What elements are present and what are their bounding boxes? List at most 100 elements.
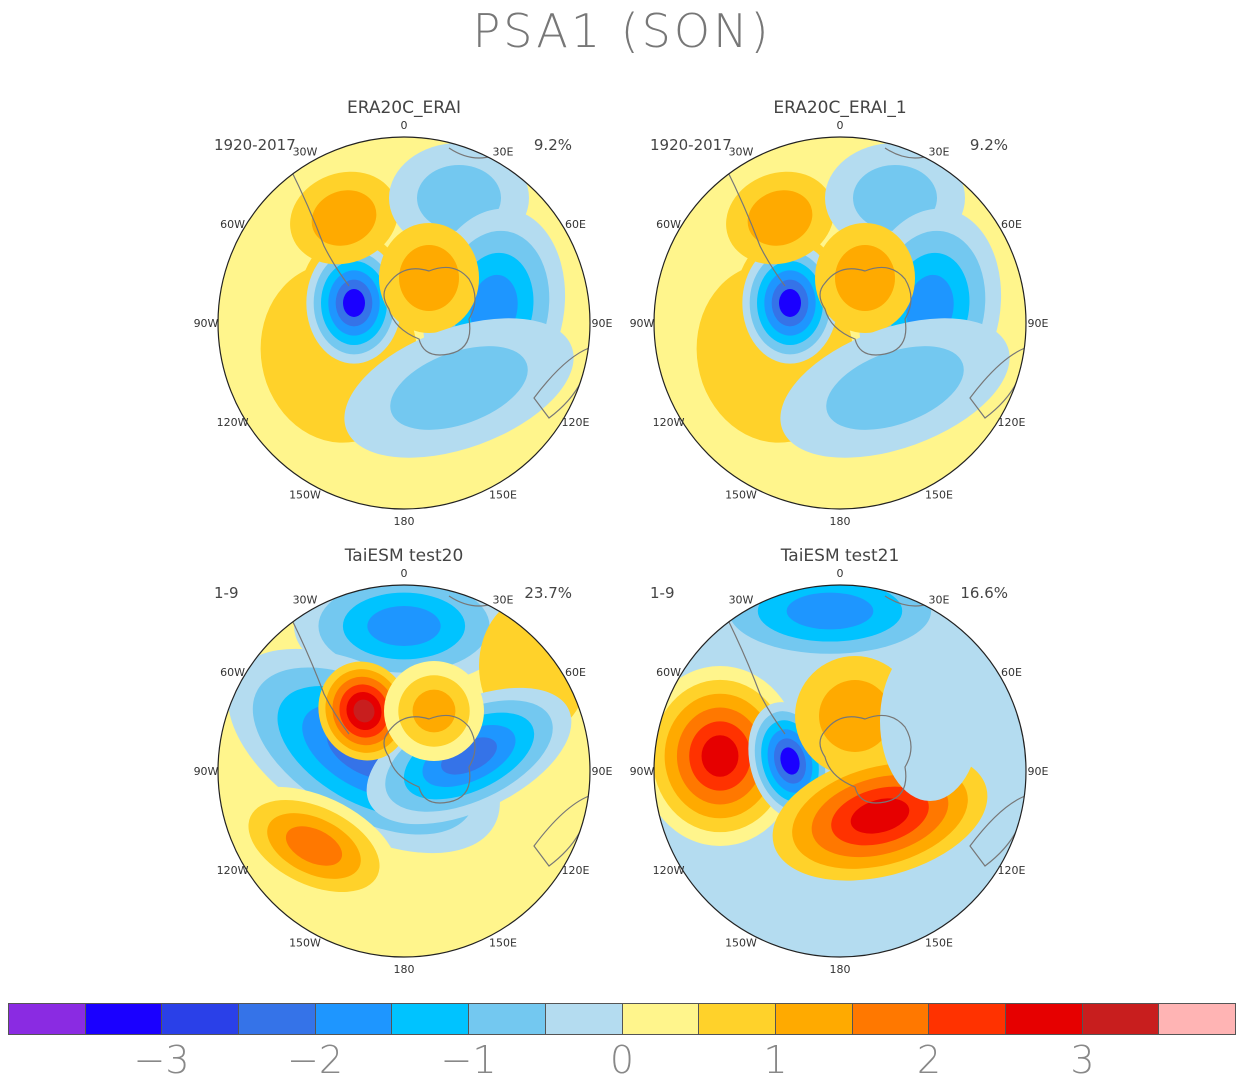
panel-era20c-erai-1: ERA20C_ERAI_1 1920-2017 9.2% 0 30E 60E 90E 1… — [630, 98, 1049, 528]
lon-label-e150: 150E — [489, 488, 517, 501]
lon-label-w60: 60W — [656, 218, 681, 231]
lon-label-e60: 60E — [1001, 666, 1022, 679]
map-boundary — [653, 136, 1027, 510]
lon-label-w30: 30W — [729, 594, 754, 607]
polar-map: 0 30E 60E 90E 120E 150E 180 150W 120W 90W 60W 30W — [630, 119, 1049, 528]
contour-band — [701, 735, 739, 777]
lon-label-w60: 60W — [220, 218, 245, 231]
colorbar-swatch — [775, 1004, 853, 1034]
lon-label-e60: 60E — [1001, 218, 1022, 231]
colorbar-swatch — [9, 1004, 86, 1034]
contour-field — [218, 137, 590, 509]
colorbar-swatch — [239, 1004, 316, 1034]
colorbar-swatch — [1159, 1004, 1235, 1034]
year-range: 1920-2017 — [214, 136, 296, 154]
lon-label-w150: 150W — [289, 936, 321, 949]
coastline-antarctica — [819, 714, 912, 804]
lon-label-w120: 120W — [653, 864, 685, 877]
contour-field — [654, 137, 1026, 509]
lon-label-w120: 120W — [653, 416, 685, 429]
contour-band — [779, 289, 801, 317]
contour-band — [835, 245, 895, 311]
contour-band — [399, 245, 459, 311]
lon-label-e60: 60E — [565, 218, 586, 231]
lon-label-e150: 150E — [925, 936, 953, 949]
colorbar-swatch — [315, 1004, 393, 1034]
contour-field — [218, 585, 590, 957]
contour-band — [311, 190, 377, 246]
colorbar-tick: −3 — [133, 1038, 190, 1082]
contour-band — [353, 699, 375, 723]
year-range: 1-9 — [650, 584, 675, 602]
colorbar-tick: 2 — [916, 1038, 942, 1082]
colorbar-tick: 3 — [1070, 1038, 1095, 1082]
lon-label-w60: 60W — [656, 666, 681, 679]
explained-variance: 23.7% — [524, 584, 572, 602]
map-boundary — [217, 584, 591, 958]
colorbar-swatch — [852, 1004, 930, 1034]
lon-label-w150: 150W — [289, 488, 321, 501]
lon-label-e60: 60E — [565, 666, 586, 679]
lon-label-n: 0 — [401, 119, 408, 132]
panel-title: ERA20C_ERAI — [346, 98, 461, 118]
main-title: PSA1 (SON) — [472, 4, 772, 58]
explained-variance: 16.6% — [960, 584, 1008, 602]
panel-era20c-erai: ERA20C_ERAI 1920-2017 9.2% 0 30E 60E 90E 120… — [194, 98, 613, 528]
contour-band — [826, 346, 964, 430]
coastline-antarctica — [383, 266, 476, 356]
lon-label-e150: 150E — [489, 936, 517, 949]
lon-label-e30: 30E — [493, 594, 514, 607]
lon-label-e90: 90E — [1028, 317, 1049, 330]
coastline-south-america — [724, 613, 786, 735]
lon-label-e150: 150E — [925, 488, 953, 501]
lon-label-w150: 150W — [725, 488, 757, 501]
contour-band — [367, 606, 441, 646]
colorbar-swatch — [392, 1004, 470, 1034]
lon-label-e120: 120E — [997, 416, 1025, 429]
colorbar-swatch — [469, 1004, 546, 1034]
colorbar-tick: 0 — [609, 1038, 635, 1082]
contour-band — [850, 798, 910, 834]
lon-label-w90: 90W — [194, 317, 219, 330]
map-boundary — [653, 584, 1027, 958]
coastline-south-america — [288, 613, 350, 735]
contour-field — [654, 585, 1026, 957]
coastline-antarctica — [819, 266, 912, 356]
lon-label-e30: 30E — [929, 594, 950, 607]
contour-band — [819, 680, 891, 752]
colorbar-swatch — [545, 1004, 623, 1034]
lon-label-w90: 90W — [630, 765, 655, 778]
colorbar-swatch — [929, 1004, 1006, 1034]
lon-label-w150: 150W — [725, 936, 757, 949]
contour-band — [343, 289, 365, 317]
colorbar-tick: 1 — [763, 1038, 788, 1082]
lon-label-w90: 90W — [194, 765, 219, 778]
lon-label-n: 0 — [401, 567, 408, 580]
colorbar-swatch — [85, 1004, 163, 1034]
colorbar-swatch — [1082, 1004, 1160, 1034]
coastline-south-america — [724, 165, 786, 287]
contour-band — [747, 190, 813, 246]
lon-label-w30: 30W — [729, 146, 754, 159]
panel-taiesm-test21: TaiESM test21 1-9 16.6% 0 30E 60E 90E 120E 15… — [630, 546, 1049, 976]
colorbar-swatch — [622, 1004, 700, 1034]
polar-map: 0 30E 60E 90E 120E 150E 180 150W 120W 90W 60W 30W — [194, 119, 613, 528]
map-boundary — [217, 136, 591, 510]
contour-band — [285, 826, 343, 866]
lon-label-n: 0 — [837, 119, 844, 132]
lon-label-e120: 120E — [561, 416, 589, 429]
panel-title: TaiESM test20 — [344, 546, 464, 566]
contour-band — [412, 689, 456, 733]
lon-label-e120: 120E — [561, 864, 589, 877]
panel-taiesm-test20: TaiESM test20 1-9 23.7% 0 30E 60E 90E 120E 15… — [194, 546, 613, 976]
lon-label-w60: 60W — [220, 666, 245, 679]
lon-label-w30: 30W — [293, 594, 318, 607]
lon-label-w30: 30W — [293, 146, 318, 159]
lon-label-s: 180 — [830, 515, 851, 528]
lon-label-s: 180 — [394, 963, 415, 976]
lon-label-e30: 30E — [929, 146, 950, 159]
colorbar-swatch — [1005, 1004, 1083, 1034]
colorbar-swatch — [699, 1004, 776, 1034]
coastline-antarctica — [383, 714, 476, 804]
colorbar-tick: −1 — [440, 1038, 497, 1082]
